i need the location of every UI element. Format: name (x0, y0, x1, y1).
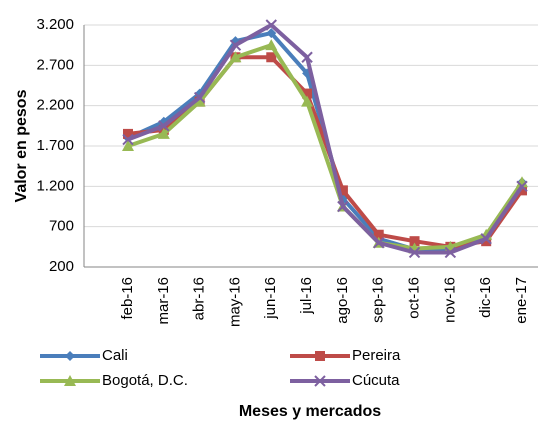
marker (409, 236, 420, 247)
y-tick-label: 1.700 (36, 137, 74, 154)
y-axis-title: Valor en pesos (13, 89, 30, 202)
marker (373, 229, 384, 240)
marker (337, 200, 349, 213)
y-tick-label: 700 (49, 218, 74, 235)
marker (516, 180, 528, 193)
legend-label: Pereira (352, 347, 401, 364)
marker (265, 19, 277, 31)
marker (408, 246, 421, 259)
y-tick-label: 2.700 (36, 56, 74, 73)
marker (229, 51, 242, 63)
series-line (127, 43, 524, 251)
marker (481, 236, 492, 247)
marker (301, 51, 313, 63)
y-tick-label: 1.200 (36, 177, 74, 194)
marker (373, 237, 385, 249)
marker (266, 52, 277, 63)
series-line (127, 23, 524, 255)
marker (157, 127, 170, 139)
marker (444, 246, 457, 259)
x-tick-label: feb-16 (119, 277, 136, 320)
marker (229, 39, 242, 51)
legend-marker (64, 375, 76, 386)
marker (337, 185, 348, 196)
marker (158, 120, 170, 132)
marker (302, 88, 313, 99)
y-tick-label: 3.200 (36, 16, 74, 33)
x-tick-label: dic-16 (477, 277, 494, 318)
x-tick-label: sep-16 (370, 277, 387, 323)
y-tick-label: 200 (49, 258, 74, 275)
marker (266, 28, 277, 39)
x-tick-label: ene-17 (513, 277, 530, 324)
marker (517, 185, 527, 196)
x-tick-label: may-16 (226, 277, 243, 327)
marker (122, 140, 134, 151)
marker (301, 95, 314, 107)
legend-label: Cali (102, 347, 128, 364)
x-tick-label: nov-16 (441, 277, 458, 323)
x-tick-label: jul-16 (298, 277, 315, 315)
marker (480, 233, 492, 245)
legend-marker (315, 351, 325, 361)
x-tick-label: oct-16 (406, 277, 423, 319)
marker (265, 39, 278, 51)
legend-marker (314, 375, 326, 387)
x-tick-label: mar-16 (155, 277, 172, 325)
marker (123, 128, 133, 139)
legend-label: Bogotá, D.C. (102, 372, 188, 389)
marker (193, 91, 206, 104)
x-axis-title: Meses y mercados (239, 403, 381, 420)
x-tick-label: ago-16 (334, 277, 351, 324)
legend-marker (65, 351, 75, 361)
marker (193, 95, 206, 107)
x-tick-label: jun-16 (262, 277, 279, 320)
x-tick-label: abr-16 (191, 277, 208, 320)
marker (122, 133, 134, 146)
legend-label: Cúcuta (352, 372, 400, 389)
y-tick-label: 2.200 (36, 97, 74, 114)
